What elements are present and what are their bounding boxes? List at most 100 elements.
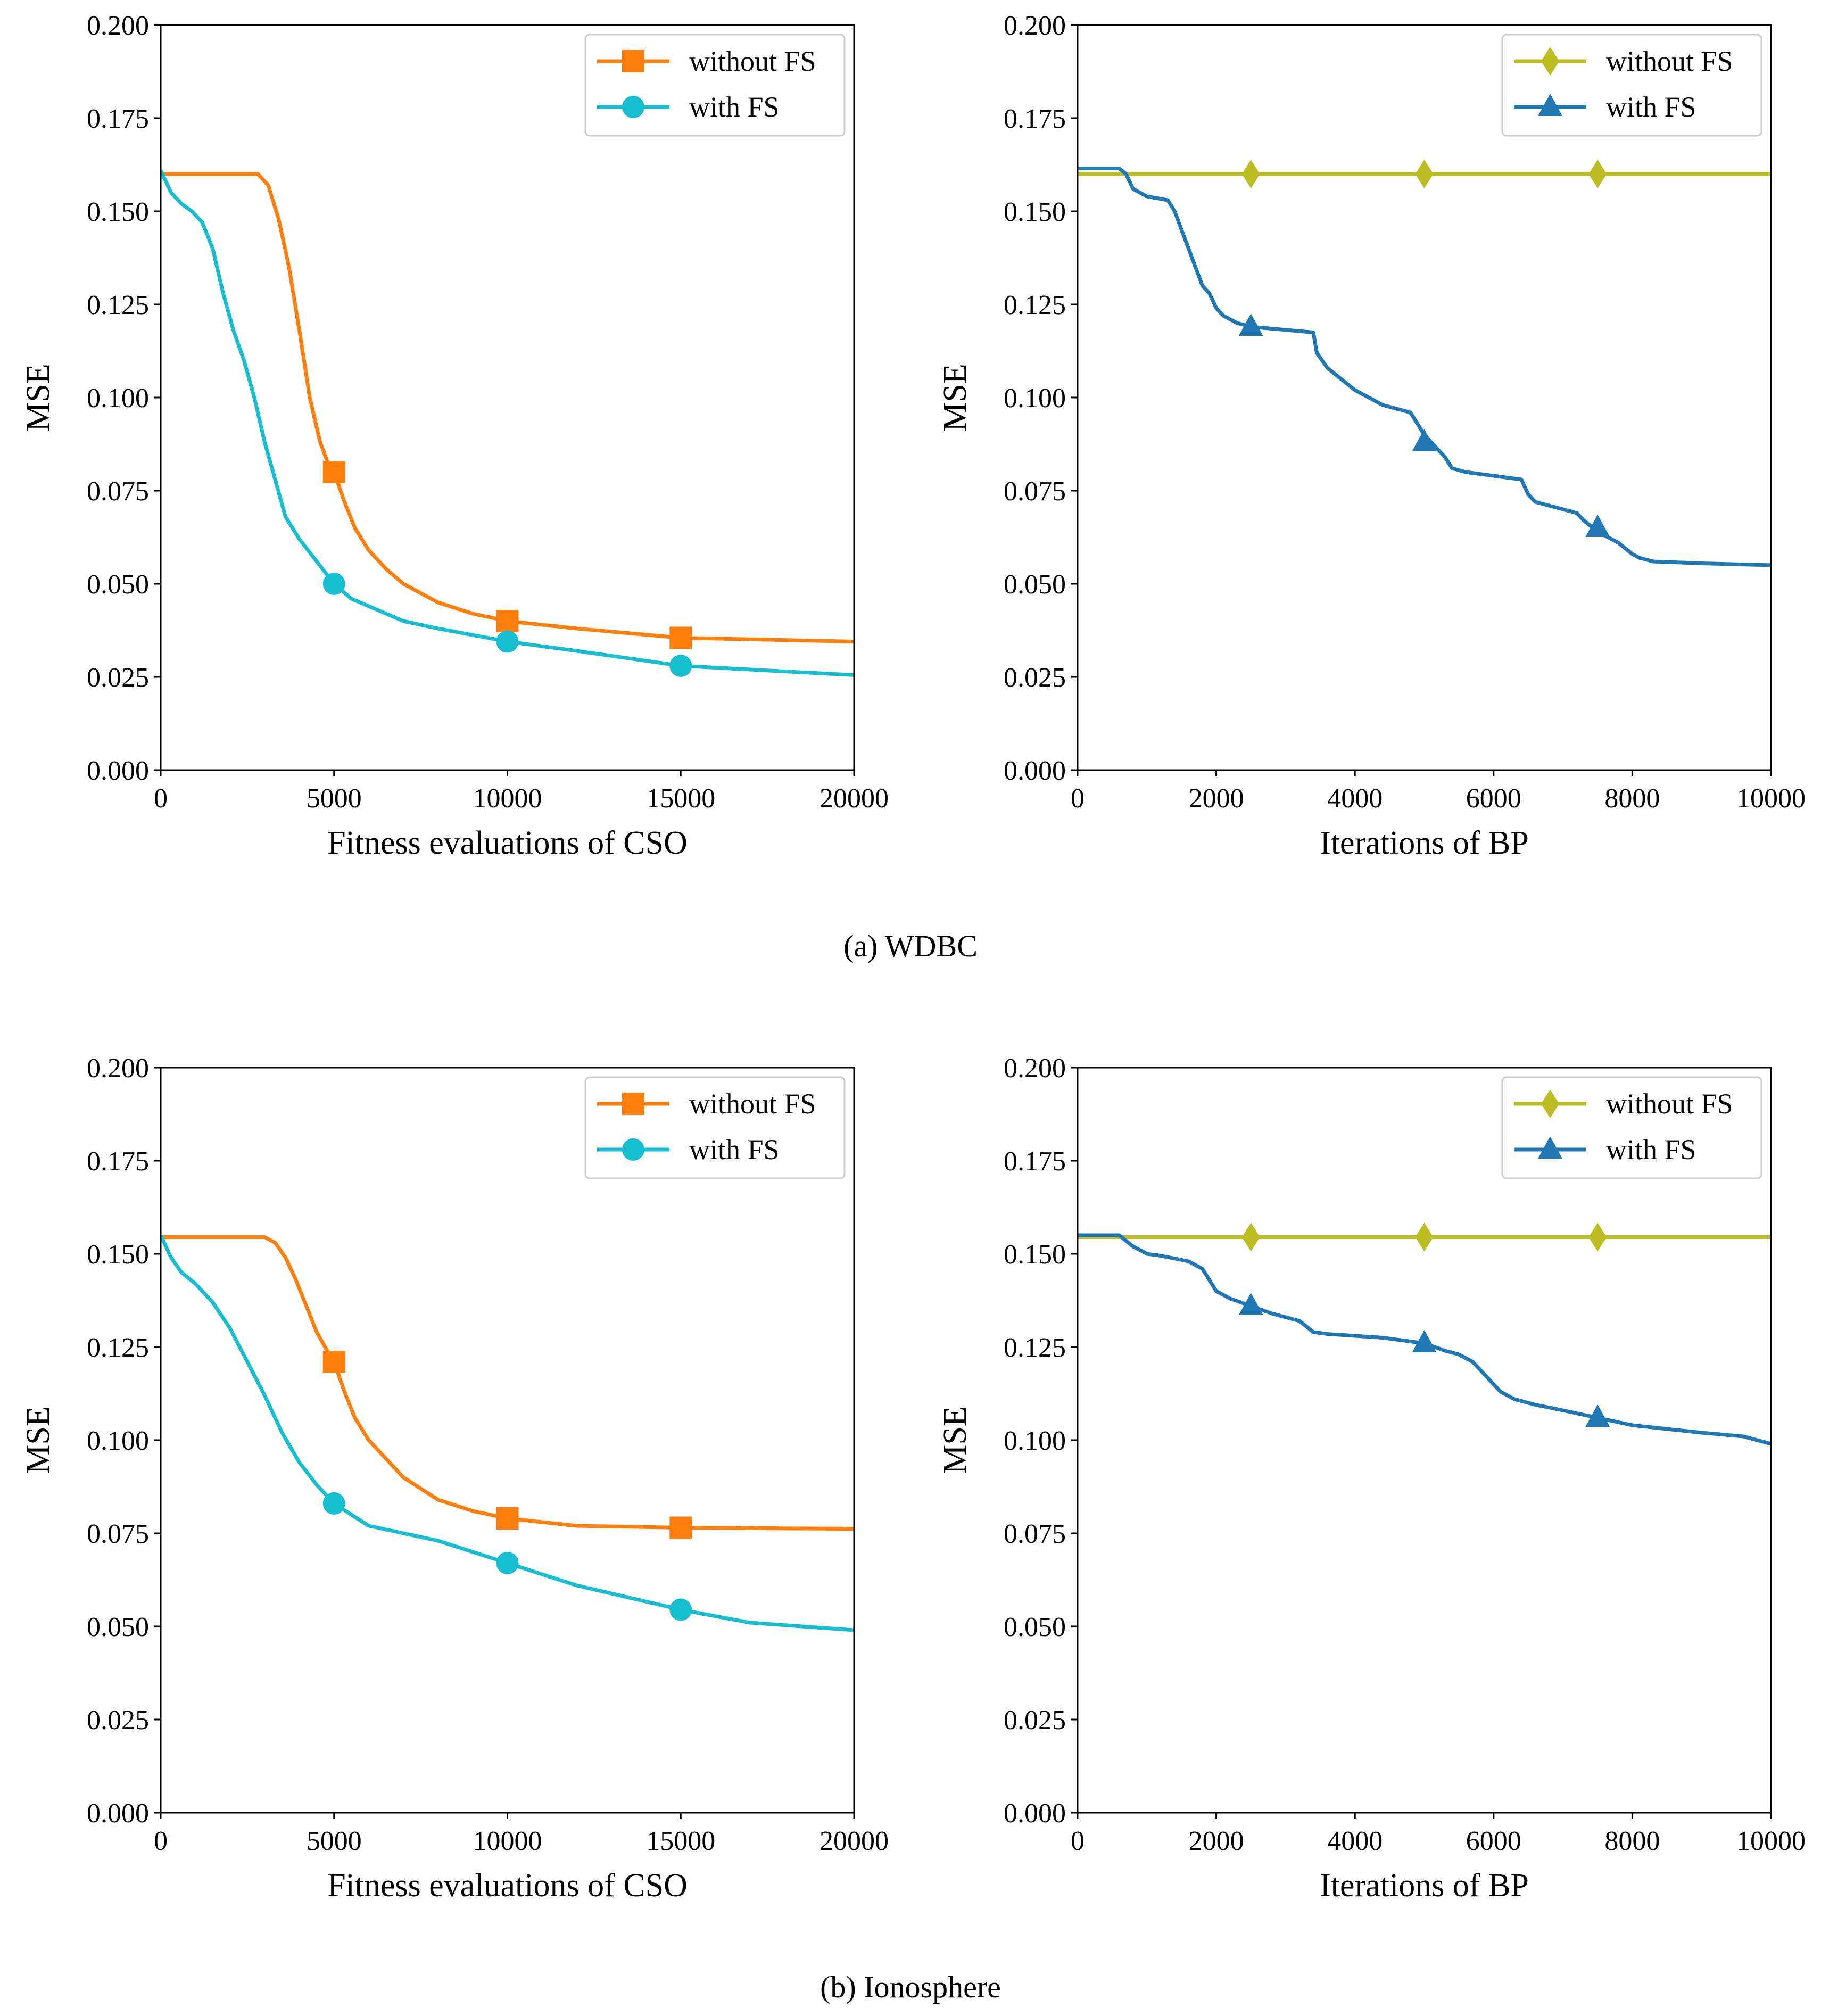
y-tick-label: 0.025 (1004, 1705, 1066, 1736)
legend-marker (622, 1138, 644, 1161)
x-tick-label: 0 (154, 1826, 168, 1856)
y-tick-label: 0.200 (1004, 1053, 1066, 1084)
legend-marker (1541, 1089, 1559, 1118)
chart-iono-bp: 0.000 0.025 0.050 0.075 0.100 0.125 0.150 0.175… (937, 1053, 1806, 1904)
y-axis-label: MSE (937, 1406, 973, 1474)
x-tick-label: 8000 (1604, 783, 1660, 814)
y-tick-label: 0.050 (1004, 1612, 1066, 1642)
y-tick-label: 0.000 (87, 756, 149, 786)
x-tick-label: 2000 (1189, 1826, 1244, 1856)
y-tick-label: 0.025 (87, 1705, 149, 1736)
y-tick-label: 0.200 (87, 11, 149, 41)
legend: without FS with FS (584, 34, 846, 137)
legend-marker (622, 96, 644, 118)
data-point (1412, 429, 1437, 451)
data-point (322, 461, 345, 483)
chart-iono-cso: 0.000 0.025 0.050 0.075 0.100 0.125 0.150 0.175… (20, 1053, 889, 1904)
y-tick-label: 0.025 (87, 663, 149, 693)
chart-wdbc-bp: 0.000 0.025 0.050 0.075 0.100 0.125 0.150 0.175… (937, 11, 1806, 861)
data-point (1585, 1404, 1610, 1427)
y-tick-label: 0.150 (1004, 197, 1066, 227)
x-tick-label: 15000 (646, 783, 715, 814)
x-tick-label: 4000 (1327, 783, 1383, 814)
x-tick-label: 5000 (307, 783, 362, 814)
y-tick-label: 0.050 (1004, 569, 1066, 600)
data-point (669, 1598, 692, 1621)
data-point (322, 573, 345, 595)
y-tick-label: 0.000 (1004, 1798, 1066, 1829)
legend-marker (622, 50, 644, 72)
y-tick-label: 0.100 (87, 383, 149, 414)
x-tick-label: 15000 (646, 1826, 715, 1856)
legend-label: with FS (1606, 1134, 1696, 1166)
x-axis-label: Fitness evaluations of CSO (327, 1868, 688, 1904)
legend: without FS with FS (584, 1076, 846, 1179)
legend-marker (1538, 94, 1562, 116)
y-tick-label: 0.125 (1004, 290, 1066, 320)
series-line-without-fs (161, 172, 855, 643)
y-axis-label: MSE (20, 1406, 56, 1474)
x-axis-label: Iterations of BP (1320, 825, 1529, 861)
x-tick-label: 0 (1071, 1826, 1085, 1856)
y-tick-label: 0.100 (87, 1426, 149, 1456)
data-point (496, 630, 519, 653)
data-point (322, 1492, 345, 1515)
y-tick-label: 0.050 (87, 1612, 149, 1642)
series-line-with-fs (1078, 1233, 1772, 1446)
data-point (496, 1507, 519, 1530)
caption-wdbc: (a) WDBC (843, 929, 978, 963)
data-point (1238, 313, 1263, 336)
legend-label: without FS (689, 45, 816, 77)
y-tick-label: 0.175 (87, 104, 149, 134)
data-point (1238, 1293, 1263, 1315)
legend-label: with FS (689, 1134, 780, 1166)
legend-marker (1538, 1136, 1562, 1159)
legend-marker (1541, 47, 1559, 76)
data-point (1588, 160, 1607, 188)
y-tick-label: 0.025 (1004, 663, 1066, 693)
data-point (496, 610, 519, 632)
y-tick-label: 0.125 (87, 1333, 149, 1363)
x-tick-label: 6000 (1466, 1826, 1521, 1856)
data-point (1241, 1222, 1260, 1252)
y-tick-label: 0.150 (87, 197, 149, 227)
plot-frame (1077, 1067, 1772, 1814)
legend: without FS with FS (1501, 34, 1762, 137)
y-tick-label: 0.175 (1004, 104, 1066, 134)
y-tick-label: 0.100 (1004, 1426, 1066, 1456)
data-point (1415, 160, 1434, 188)
data-point (669, 1516, 692, 1539)
y-tick-label: 0.125 (87, 290, 149, 320)
y-tick-label: 0.150 (87, 1240, 149, 1270)
plot-frame (160, 1067, 855, 1814)
x-tick-label: 10000 (1736, 1826, 1806, 1856)
series-line-with-fs (1078, 167, 1772, 567)
x-tick-label: 0 (1071, 783, 1085, 814)
x-tick-label: 4000 (1327, 1826, 1383, 1856)
x-tick-label: 8000 (1604, 1826, 1660, 1856)
x-tick-label: 20000 (820, 783, 889, 814)
plot-frame (1077, 24, 1772, 771)
legend-label: without FS (1606, 1088, 1733, 1120)
y-tick-label: 0.075 (1004, 476, 1066, 507)
data-point (1588, 1222, 1607, 1252)
y-tick-label: 0.200 (87, 1053, 149, 1084)
y-tick-label: 0.175 (1004, 1146, 1066, 1177)
data-point (1585, 515, 1610, 537)
x-tick-label: 10000 (473, 1826, 542, 1856)
data-point (669, 626, 692, 649)
legend-label: without FS (1606, 45, 1733, 77)
x-tick-label: 2000 (1189, 783, 1244, 814)
x-tick-label: 5000 (307, 1826, 362, 1856)
x-axis-label: Fitness evaluations of CSO (327, 825, 688, 861)
y-tick-label: 0.050 (87, 569, 149, 600)
x-tick-label: 6000 (1466, 783, 1521, 814)
legend-label: with FS (1606, 91, 1696, 123)
data-point (1241, 160, 1260, 188)
series-line-with-fs (161, 1234, 855, 1632)
y-axis-label: MSE (20, 363, 56, 431)
y-tick-label: 0.200 (1004, 11, 1066, 41)
y-tick-label: 0.000 (87, 1798, 149, 1829)
series-line-with-fs (161, 169, 855, 677)
